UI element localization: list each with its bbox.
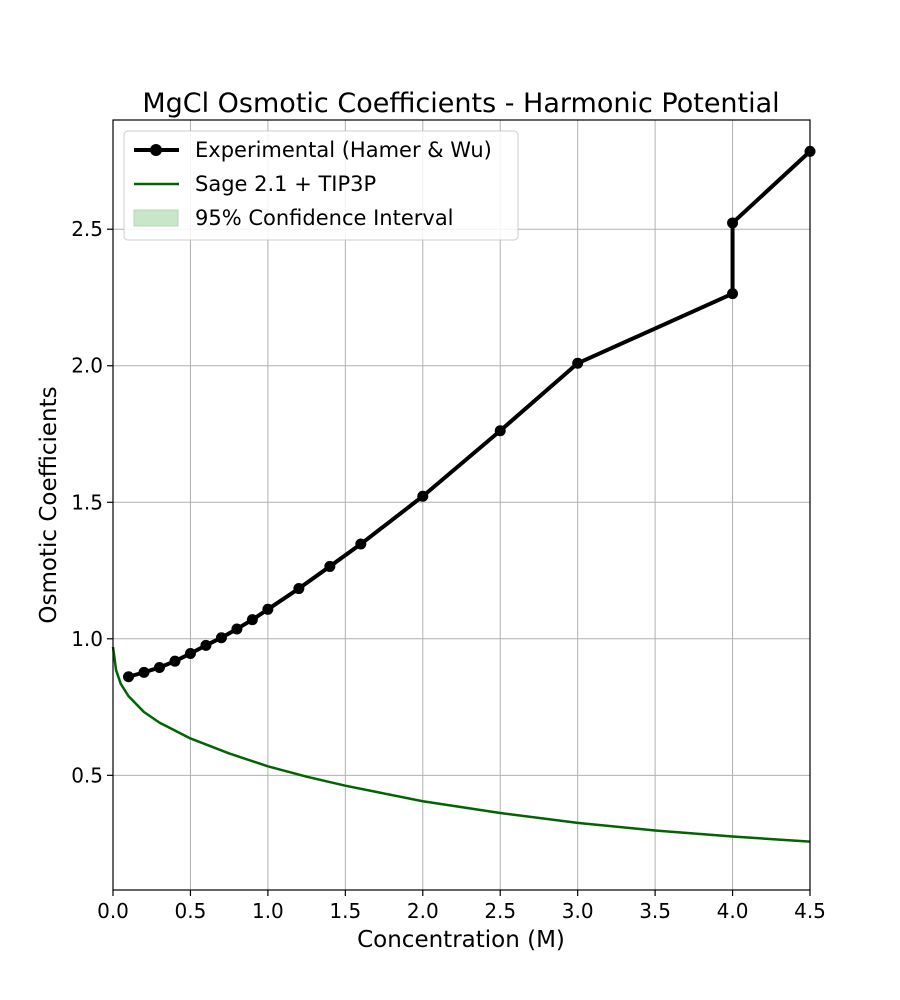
legend-sage-label: Sage 2.1 + TIP3P <box>195 172 376 196</box>
experimental-point <box>184 648 196 660</box>
y-tick-label: 2.0 <box>71 354 103 378</box>
grid <box>112 120 811 890</box>
x-tick-label: 1.0 <box>252 899 284 923</box>
y-tick-label: 1.5 <box>71 490 103 514</box>
legend-box <box>123 130 519 241</box>
experimental-point <box>246 614 258 626</box>
experimental-point <box>494 425 506 437</box>
x-tick-label: 0.0 <box>97 899 129 923</box>
experimental-point <box>169 655 181 667</box>
legend-ci-label: 95% Confidence Interval <box>195 206 454 230</box>
x-tick-label: 4.5 <box>794 899 826 923</box>
legend-experimental-marker <box>150 144 162 156</box>
y-axis-label: Osmotic Coefficients <box>36 386 62 623</box>
legend-experimental-label: Experimental (Hamer & Wu) <box>195 138 492 162</box>
experimental-point <box>324 560 336 572</box>
x-tick-label: 1.5 <box>329 899 361 923</box>
experimental-point <box>262 603 274 615</box>
x-tick-label: 3.0 <box>562 899 594 923</box>
experimental-point <box>572 357 584 369</box>
experimental-point <box>122 671 134 683</box>
series-layer <box>111 145 816 843</box>
x-tick-label: 3.5 <box>639 899 671 923</box>
sage-series-line <box>111 646 811 843</box>
x-axis-label: Concentration (M) <box>357 927 565 953</box>
experimental-point <box>727 288 739 300</box>
experimental-point <box>153 661 165 673</box>
x-tick-label: 0.5 <box>175 899 207 923</box>
legend-ci-swatch <box>133 209 179 227</box>
x-tick-label: 4.0 <box>717 899 749 923</box>
legend: Experimental (Hamer & Wu) Sage 2.1 + TIP… <box>123 130 519 241</box>
x-tick-label: 2.5 <box>484 899 516 923</box>
experimental-point <box>138 666 150 678</box>
experimental-point <box>215 632 227 644</box>
y-tick-label: 0.5 <box>71 763 103 787</box>
experimental-point <box>727 217 739 229</box>
chart-title: MgCl Osmotic Coefficients - Harmonic Pot… <box>142 88 779 119</box>
experimental-point <box>355 538 367 550</box>
experimental-point <box>200 639 212 651</box>
y-tick-label: 2.5 <box>71 217 103 241</box>
experimental-point <box>231 623 243 635</box>
axis-ticks: 0.0 0.5 1.0 1.5 2.0 2.5 3.0 3.5 4.0 4.5 0.5 1.0 1.5 2… <box>71 217 826 923</box>
y-tick-label: 1.0 <box>71 627 103 651</box>
plot-frame <box>112 119 811 891</box>
experimental-point <box>293 583 305 595</box>
x-tick-label: 2.0 <box>407 899 439 923</box>
experimental-point <box>417 490 429 502</box>
